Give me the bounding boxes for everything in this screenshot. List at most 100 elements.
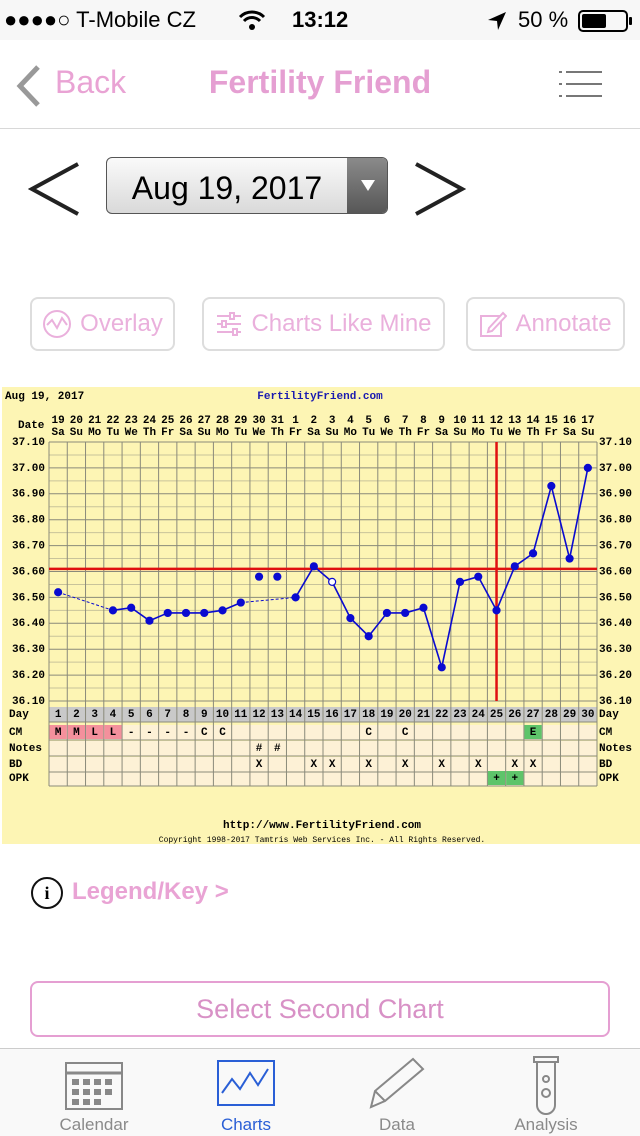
picker-date: Aug 19, 2017 xyxy=(131,170,323,206)
temp-point xyxy=(437,663,446,672)
tab-charts[interactable]: Charts xyxy=(166,1049,326,1136)
temp-point xyxy=(382,608,392,618)
bd-cell: X xyxy=(511,759,518,771)
tab-label: Analysis xyxy=(514,1115,578,1134)
copyright: Copyright 1998-2017 Tamtris Web Services… xyxy=(159,836,485,844)
y-tick-label: 36.70 xyxy=(12,541,45,553)
temp-point xyxy=(163,608,172,618)
cm-cell: - xyxy=(128,727,135,739)
tab-calendar[interactable]: Calendar xyxy=(14,1049,174,1136)
row-label: Date xyxy=(18,420,45,432)
tab-analysis[interactable]: Analysis xyxy=(466,1049,626,1136)
annotate-button[interactable]: Annotate xyxy=(466,297,625,351)
y-tick-label: 36.60 xyxy=(12,566,45,578)
cm-cell: - xyxy=(164,727,171,739)
chart-site: FertilityFriend.com xyxy=(257,391,383,403)
day-label: 24 xyxy=(472,709,486,721)
clock: 13:12 xyxy=(292,7,349,32)
notes-cell: # xyxy=(256,743,263,755)
bd-cell: X xyxy=(475,759,482,771)
location-icon xyxy=(488,12,506,30)
temp-point xyxy=(528,549,538,558)
weekday-label: Mo xyxy=(472,427,486,439)
prev-date[interactable] xyxy=(28,160,82,218)
date-label: 29 xyxy=(234,415,247,427)
temp-point xyxy=(200,608,209,618)
temp-point xyxy=(455,577,465,586)
overlay-button[interactable]: Overlay xyxy=(30,297,175,351)
y-tick-label-right: 36.10 xyxy=(599,696,632,708)
weekday-label: Sa xyxy=(307,427,321,439)
temp-segment xyxy=(568,467,589,559)
date-label: 10 xyxy=(453,415,466,427)
day-label: 27 xyxy=(526,709,539,721)
back-chevron[interactable] xyxy=(14,64,44,108)
weekday-label: Tu xyxy=(490,427,503,439)
day-label: 14 xyxy=(289,709,303,721)
y-tick-label: 36.90 xyxy=(12,489,45,501)
temp-segment xyxy=(550,485,571,559)
opk-cell: + xyxy=(493,773,500,785)
date-label: 2 xyxy=(311,415,318,427)
cm-cell: C xyxy=(365,727,372,739)
temp-segment xyxy=(331,581,352,619)
y-tick-label: 36.80 xyxy=(12,515,45,527)
date-label: 9 xyxy=(438,415,445,427)
row-label-right: OPK xyxy=(599,773,619,785)
row-label-right: CM xyxy=(599,727,613,739)
temp-point xyxy=(291,593,300,602)
day-label: 7 xyxy=(164,709,171,721)
weekday-label: Fr xyxy=(161,427,174,439)
row-label: CM xyxy=(9,727,23,739)
back-button[interactable]: Back xyxy=(55,64,127,100)
picker-dropdown[interactable] xyxy=(347,158,387,213)
fertility-chart: Aug 19, 2017 FertilityFriend.com 36.10 36.1… xyxy=(2,387,640,844)
date-label: 8 xyxy=(420,415,427,427)
date-label: 17 xyxy=(581,415,594,427)
weekday-label: Tu xyxy=(362,427,375,439)
date-label: 24 xyxy=(143,415,157,427)
y-tick-label: 36.40 xyxy=(12,618,45,630)
day-label: 5 xyxy=(128,709,135,721)
opk-cell: + xyxy=(511,773,518,785)
nav-title: Fertility Friend xyxy=(208,64,432,100)
weekday-label: Th xyxy=(271,427,284,439)
temp-segment xyxy=(477,576,498,611)
temp-point xyxy=(364,632,373,641)
temp-point xyxy=(328,577,337,586)
weekday-label: Mo xyxy=(216,427,230,439)
weekday-label: Mo xyxy=(88,427,102,439)
day-label: 26 xyxy=(508,709,521,721)
y-tick-label-right: 36.70 xyxy=(599,541,632,553)
temp-point xyxy=(346,614,355,623)
date-label: 14 xyxy=(526,415,540,427)
bd-cell: X xyxy=(402,759,409,771)
temp-point xyxy=(236,598,245,607)
weekday-label: Sa xyxy=(563,427,577,439)
date-picker[interactable]: Aug 19, 2017 xyxy=(106,157,388,214)
cm-cell: M xyxy=(73,727,80,739)
temp-segment xyxy=(368,612,388,637)
legend-link[interactable]: Legend/Key > xyxy=(72,878,229,905)
cm-highlight xyxy=(67,725,86,739)
weekday-label: Sa xyxy=(435,427,449,439)
y-tick-label-right: 36.80 xyxy=(599,515,632,527)
tab-data[interactable]: Data xyxy=(317,1049,477,1136)
charts-like-mine-button[interactable]: Charts Like Mine xyxy=(202,297,445,351)
next-date[interactable] xyxy=(412,160,466,218)
temp-point xyxy=(309,562,318,571)
temp-point xyxy=(401,608,410,618)
temp-point xyxy=(273,572,282,581)
date-label: 25 xyxy=(161,415,175,427)
y-tick-label: 36.20 xyxy=(12,670,45,682)
charts-like-mine-label: Charts Like Mine xyxy=(251,310,432,337)
row-label-right: BD xyxy=(599,759,613,771)
footer-url: http://www.FertilityFriend.com xyxy=(223,820,421,832)
date-label: 26 xyxy=(179,415,192,427)
info-icon: i xyxy=(31,877,63,909)
cm-highlight xyxy=(86,725,104,739)
select-second-chart-button[interactable]: Select Second Chart xyxy=(30,981,610,1037)
menu-icon[interactable] xyxy=(556,68,604,102)
weekday-label: We xyxy=(380,427,394,439)
